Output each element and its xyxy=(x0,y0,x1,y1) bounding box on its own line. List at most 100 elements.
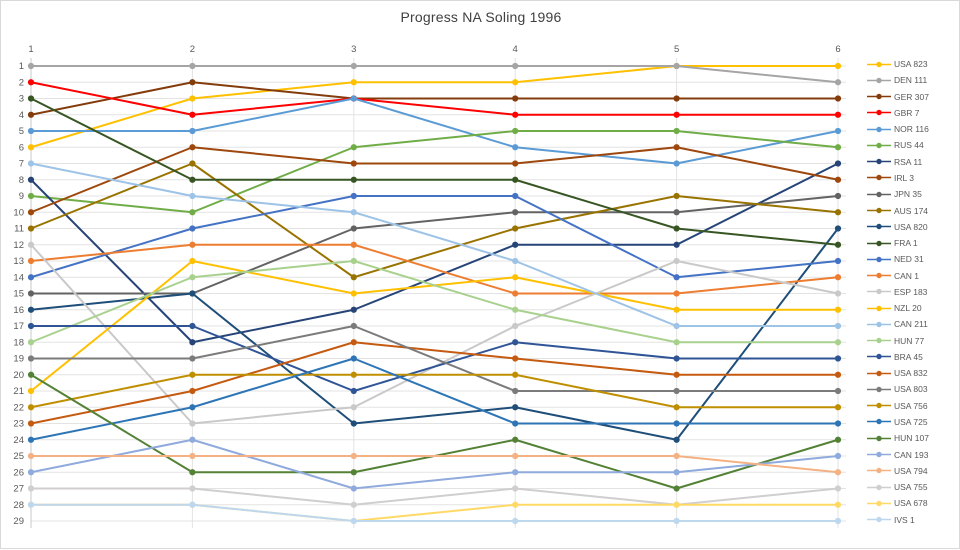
data-point-marker xyxy=(512,322,519,330)
legend-marker-icon xyxy=(867,451,891,458)
legend-marker-icon xyxy=(867,321,891,328)
data-point-marker xyxy=(189,144,196,151)
data-point-marker xyxy=(673,144,680,151)
data-point-marker xyxy=(673,339,680,346)
legend-label: USA 803 xyxy=(894,384,928,395)
legend-label: CAN 1 xyxy=(894,270,920,281)
data-point-marker xyxy=(27,339,35,346)
legend-item: CAN 1 xyxy=(867,267,959,283)
legend-item: ESP 183 xyxy=(867,284,959,300)
legend-marker-icon xyxy=(867,419,891,425)
data-point-marker xyxy=(834,176,842,183)
legend-point-sample xyxy=(876,256,882,263)
legend-marker-icon xyxy=(867,386,891,393)
data-point-marker xyxy=(673,404,680,411)
data-point-marker xyxy=(673,469,680,476)
series-can-211 xyxy=(27,160,842,330)
legend-marker-icon xyxy=(867,207,891,214)
data-point-marker xyxy=(512,517,519,525)
y-tick-label: 15 xyxy=(13,289,24,300)
data-point-marker xyxy=(27,79,35,86)
data-point-marker xyxy=(834,79,842,86)
series-aus-174 xyxy=(27,160,842,281)
y-tick-label: 27 xyxy=(13,484,24,495)
data-point-marker xyxy=(512,192,519,200)
legend-item: HUN 107 xyxy=(867,430,959,446)
y-tick-label: 21 xyxy=(13,386,24,397)
data-point-marker xyxy=(27,371,35,378)
data-point-marker xyxy=(350,452,357,460)
legend-point-sample xyxy=(876,305,882,311)
legend-point-sample xyxy=(876,403,882,409)
legend-item: USA 794 xyxy=(867,463,959,479)
data-point-marker xyxy=(189,111,196,118)
legend-point-sample xyxy=(876,370,882,376)
legend-label: CAN 211 xyxy=(894,319,928,330)
data-point-marker xyxy=(27,62,35,70)
legend-marker-icon xyxy=(867,272,891,279)
legend-point-sample xyxy=(876,93,882,100)
legend-marker-icon xyxy=(867,500,891,506)
series-line xyxy=(31,455,839,474)
legend-point-sample xyxy=(876,419,882,425)
data-point-marker xyxy=(512,404,519,411)
legend-item: HUN 77 xyxy=(867,333,959,349)
data-point-marker xyxy=(512,95,519,102)
data-point-marker xyxy=(27,290,35,297)
legend-label: ESP 183 xyxy=(894,286,928,297)
data-point-marker xyxy=(834,485,842,492)
legend-item: USA 803 xyxy=(867,381,959,397)
data-point-marker xyxy=(673,225,680,232)
series-hun-107 xyxy=(27,371,842,492)
legend-marker-icon xyxy=(867,126,891,132)
data-point-marker xyxy=(512,469,519,476)
legend-point-sample xyxy=(876,500,882,506)
data-point-marker xyxy=(834,95,842,102)
data-point-marker xyxy=(350,257,357,265)
data-point-marker xyxy=(834,371,842,378)
y-tick-label: 6 xyxy=(19,142,24,153)
legend-point-sample xyxy=(876,321,882,328)
legend-marker-icon xyxy=(867,142,891,149)
legend-marker-icon xyxy=(867,159,891,165)
data-point-marker xyxy=(350,95,357,102)
data-point-marker xyxy=(189,355,196,362)
series-usa-794 xyxy=(27,452,842,476)
data-point-marker xyxy=(27,209,35,216)
data-point-marker xyxy=(512,79,519,86)
data-point-marker xyxy=(27,160,35,167)
data-point-marker xyxy=(189,95,196,102)
data-point-marker xyxy=(350,387,357,395)
data-point-marker xyxy=(673,322,680,330)
y-tick-label: 28 xyxy=(13,500,24,511)
data-point-marker xyxy=(834,339,842,346)
data-point-marker xyxy=(27,485,35,492)
data-point-marker xyxy=(834,501,842,508)
data-point-marker xyxy=(189,127,196,135)
data-point-marker xyxy=(512,420,519,427)
legend-marker-icon xyxy=(867,516,891,523)
legend-point-sample xyxy=(876,159,882,165)
data-point-marker xyxy=(350,501,357,508)
legend-label: CAN 193 xyxy=(894,449,929,460)
series-ivs-1 xyxy=(27,501,842,525)
y-tick-label: 22 xyxy=(13,402,24,413)
data-point-marker xyxy=(512,62,519,70)
legend-label: HUN 107 xyxy=(894,433,929,444)
data-point-marker xyxy=(673,306,680,313)
y-tick-label: 13 xyxy=(13,256,24,267)
series-line xyxy=(31,65,839,84)
legend-point-sample xyxy=(876,386,882,393)
data-point-marker xyxy=(834,127,842,135)
data-point-marker xyxy=(189,404,196,411)
legend-item: USA 755 xyxy=(867,479,959,495)
series-can-1 xyxy=(27,241,842,297)
data-point-marker xyxy=(27,274,35,281)
legend-point-sample xyxy=(876,61,882,67)
data-point-marker xyxy=(350,192,357,200)
y-tick-label: 10 xyxy=(13,207,24,218)
data-point-marker xyxy=(350,274,357,281)
data-point-marker xyxy=(350,144,357,151)
data-point-marker xyxy=(189,209,196,216)
data-point-marker xyxy=(350,290,357,297)
